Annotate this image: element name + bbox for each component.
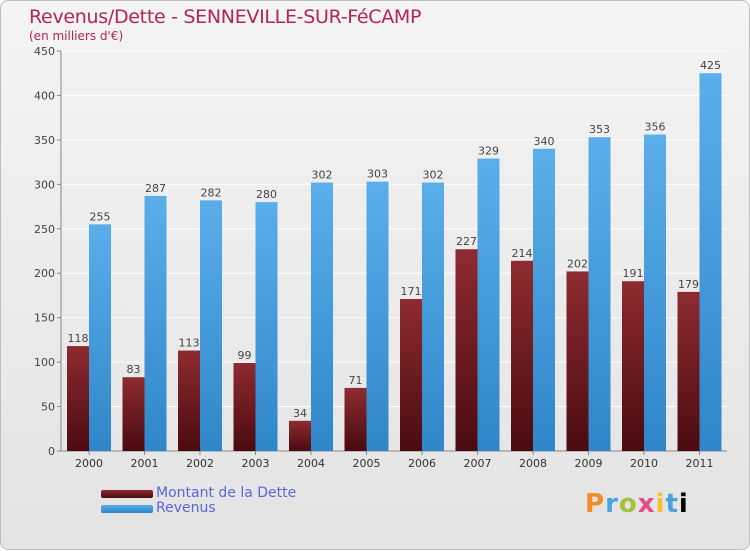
chart-title: Revenus/Dette - SENNEVILLE-SUR-FéCAMP [29, 6, 422, 28]
y-tick-label: 250 [34, 223, 55, 236]
bar-revenus [644, 134, 666, 452]
bar-revenus [533, 148, 555, 451]
bar-revenus [200, 200, 222, 451]
data-label-dette: 179 [678, 278, 699, 291]
data-label-dette: 118 [68, 332, 89, 345]
data-label-revenus: 329 [478, 145, 499, 158]
bar-revenus [311, 182, 333, 452]
y-tick-label: 400 [34, 89, 55, 102]
data-label-dette: 191 [623, 267, 644, 280]
bar-revenus [422, 182, 444, 452]
bar-dette [344, 387, 367, 451]
bar-dette [566, 271, 589, 451]
data-label-dette: 71 [349, 374, 363, 387]
data-label-dette: 214 [512, 247, 533, 260]
bar-dette [67, 346, 89, 451]
bar-revenus [255, 202, 278, 451]
x-tick-label: 2001 [131, 457, 159, 470]
bar-dette [400, 299, 422, 451]
x-tick-label: 2004 [297, 457, 325, 470]
bar-revenus [144, 195, 167, 451]
bar-revenus [588, 137, 611, 451]
y-tick-label: 450 [34, 45, 55, 58]
data-label-dette: 113 [179, 337, 200, 350]
legend-label-dette: Montant de la Dette [156, 485, 297, 501]
legend-label-revenus: Revenus [156, 500, 216, 516]
data-label-revenus: 353 [589, 123, 610, 136]
data-label-revenus: 255 [90, 210, 111, 223]
data-label-dette: 227 [456, 235, 477, 248]
x-tick-label: 2000 [75, 457, 103, 470]
y-tick-label: 0 [48, 445, 55, 458]
y-tick-label: 100 [34, 356, 55, 369]
data-label-revenus: 280 [256, 188, 277, 201]
bar-dette [289, 420, 311, 451]
brand-logo: Proxiti [585, 489, 689, 519]
y-tick-label: 50 [41, 401, 55, 414]
bar-revenus [89, 224, 111, 451]
data-label-revenus: 302 [423, 169, 444, 182]
x-tick-label: 2003 [242, 457, 270, 470]
x-tick-label: 2008 [519, 457, 547, 470]
data-label-revenus: 282 [201, 186, 222, 199]
bar-dette [233, 363, 256, 451]
y-tick-label: 350 [34, 134, 55, 147]
data-label-revenus: 302 [312, 169, 333, 182]
data-label-dette: 83 [127, 363, 141, 376]
legend-swatch-revenus [101, 505, 153, 513]
x-tick-label: 2002 [186, 457, 214, 470]
bar-revenus [477, 158, 500, 452]
data-label-dette: 34 [293, 407, 307, 420]
x-tick-label: 2011 [686, 457, 714, 470]
legend-swatch-dette [101, 490, 153, 498]
x-tick-label: 2005 [353, 457, 381, 470]
chart-subtitle: (en milliers d'€) [29, 29, 124, 43]
bar-dette [511, 260, 533, 451]
data-label-dette: 99 [238, 349, 252, 362]
x-tick-label: 2006 [408, 457, 436, 470]
bar-dette [677, 291, 700, 451]
x-tick-label: 2010 [630, 457, 658, 470]
bar-dette [455, 249, 478, 451]
bar-dette [622, 281, 644, 451]
data-label-revenus: 425 [700, 59, 721, 72]
bar-dette [178, 350, 200, 451]
data-label-revenus: 303 [367, 168, 388, 181]
data-label-dette: 202 [567, 257, 588, 270]
y-tick-label: 300 [34, 178, 55, 191]
data-label-revenus: 340 [534, 135, 555, 148]
x-tick-label: 2007 [464, 457, 492, 470]
data-label-revenus: 356 [645, 121, 666, 134]
data-label-dette: 171 [401, 285, 422, 298]
data-label-revenus: 287 [145, 182, 166, 195]
bar-revenus [366, 181, 389, 451]
bar-revenus [699, 73, 722, 451]
y-tick-label: 200 [34, 267, 55, 280]
y-tick-label: 150 [34, 312, 55, 325]
x-tick-label: 2009 [575, 457, 603, 470]
bar-dette [122, 377, 145, 451]
